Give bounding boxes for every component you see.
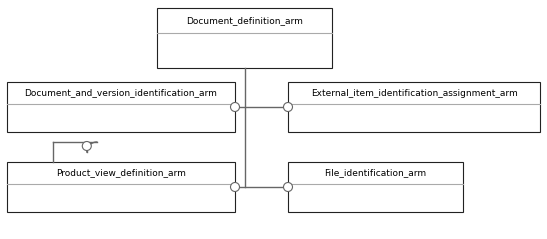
Text: File_identification_arm: File_identification_arm (324, 168, 427, 178)
Bar (288, 82, 540, 132)
Bar (7, 162, 235, 212)
Text: Document_definition_arm: Document_definition_arm (186, 16, 303, 25)
Circle shape (230, 183, 240, 191)
Circle shape (283, 103, 293, 112)
Circle shape (82, 141, 91, 151)
Bar (157, 8, 332, 68)
Text: External_item_identification_assignment_arm: External_item_identification_assignment_… (311, 88, 517, 98)
Circle shape (283, 183, 293, 191)
Bar (288, 162, 463, 212)
Bar (7, 82, 235, 132)
Circle shape (230, 103, 240, 112)
Text: Product_view_definition_arm: Product_view_definition_arm (56, 168, 186, 178)
Text: Document_and_version_identification_arm: Document_and_version_identification_arm (25, 88, 218, 98)
